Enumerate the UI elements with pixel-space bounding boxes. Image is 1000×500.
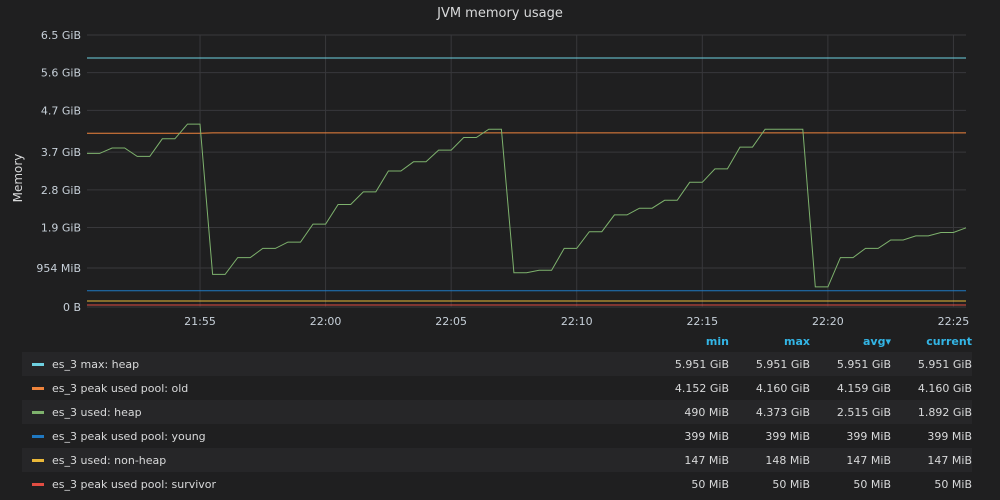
- legend-row[interactable]: es_3 max: heap 5.951 GiB 5.951 GiB 5.951 Gi…: [22, 352, 972, 376]
- y-axis-ticks: 6.5 GiB 5.6 GiB 4.7 GiB 3.7 GiB 2.8 GiB 1.9 G…: [36, 29, 81, 314]
- legend-value-max: 4.373 GiB: [755, 405, 810, 419]
- y-tick-label: 4.7 GiB: [41, 104, 81, 117]
- legend-table: min max avg▾ current es_3 max: heap 5.951…: [22, 330, 972, 496]
- y-tick-label: 1.9 GiB: [41, 221, 81, 234]
- legend-value-current: 4.160 GiB: [917, 381, 972, 395]
- legend-series-name[interactable]: es_3 used: non-heap: [52, 453, 167, 467]
- legend-series-name[interactable]: es_3 peak used pool: survivor: [52, 477, 217, 491]
- y-tick-label: 3.7 GiB: [41, 146, 81, 159]
- legend-series-name[interactable]: es_3 peak used pool: old: [52, 381, 189, 395]
- legend-value-current: 1.892 GiB: [917, 405, 972, 419]
- legend-swatch[interactable]: [32, 482, 44, 486]
- x-tick-label: 22:00: [310, 315, 342, 328]
- series-lines: [87, 57, 967, 306]
- legend-value-avg: 5.951 GiB: [836, 357, 891, 371]
- x-axis-ticks: 21:55 22:00 22:05 22:10 22:15 22:20 22:25: [184, 315, 969, 328]
- legend-value-current: 5.951 GiB: [917, 357, 972, 371]
- y-tick-label: 2.8 GiB: [41, 184, 81, 197]
- legend-value-max: 4.160 GiB: [755, 381, 810, 395]
- legend-value-current: 399 MiB: [927, 429, 972, 443]
- x-tick-label: 22:10: [561, 315, 593, 328]
- legend-value-current: 147 MiB: [927, 453, 972, 467]
- legend-key: es_3 peak used pool: old: [22, 382, 648, 395]
- legend-value-max: 399 MiB: [765, 429, 810, 443]
- legend-swatch[interactable]: [32, 386, 44, 390]
- legend-value-min: 4.152 GiB: [674, 381, 729, 395]
- legend-value-max: 5.951 GiB: [755, 357, 810, 371]
- legend-series-name[interactable]: es_3 peak used pool: young: [52, 429, 206, 443]
- legend-value-avg: 147 MiB: [846, 453, 891, 467]
- legend-row[interactable]: es_3 peak used pool: young 399 MiB 399 MiB…: [22, 424, 972, 448]
- legend-value-avg: 399 MiB: [846, 429, 891, 443]
- y-tick-label: 954 MiB: [36, 262, 81, 275]
- panel-title[interactable]: JVM memory usage: [437, 6, 563, 21]
- legend-key: es_3 peak used pool: young: [22, 430, 648, 443]
- legend-row[interactable]: es_3 used: heap 490 MiB 4.373 GiB 2.515 GiB…: [22, 400, 972, 424]
- legend-row[interactable]: es_3 peak used pool: survivor 50 MiB 50 Mi…: [22, 472, 972, 496]
- series-line-2[interactable]: [87, 123, 967, 288]
- legend-value-max: 50 MiB: [772, 477, 810, 491]
- legend-series-name[interactable]: es_3 used: heap: [52, 405, 142, 419]
- x-tick-label: 22:20: [812, 315, 844, 328]
- legend-key: es_3 used: non-heap: [22, 454, 648, 467]
- x-tick-label: 21:55: [184, 315, 216, 328]
- legend-swatch[interactable]: [32, 458, 44, 462]
- x-tick-label: 22:15: [686, 315, 718, 328]
- legend-header: min max avg▾ current: [22, 330, 972, 352]
- legend-value-current: 50 MiB: [934, 477, 972, 491]
- legend-swatch[interactable]: [32, 410, 44, 414]
- x-tick-label: 22:25: [938, 315, 970, 328]
- legend-value-min: 399 MiB: [684, 429, 729, 443]
- memory-chart[interactable]: 6.5 GiB 5.6 GiB 4.7 GiB 3.7 GiB 2.8 GiB 1.9 G…: [0, 0, 1000, 330]
- grid-lines: [87, 34, 966, 308]
- legend-key: es_3 max: heap: [22, 358, 648, 371]
- legend-value-min: 490 MiB: [684, 405, 729, 419]
- legend-header-min[interactable]: min: [705, 334, 729, 348]
- legend-row[interactable]: es_3 used: non-heap 147 MiB 148 MiB 147 MiB…: [22, 448, 972, 472]
- legend-row[interactable]: es_3 peak used pool: old 4.152 GiB 4.160 G…: [22, 376, 972, 400]
- legend-series-name[interactable]: es_3 max: heap: [52, 357, 140, 371]
- legend-value-max: 148 MiB: [765, 453, 810, 467]
- y-tick-label: 6.5 GiB: [41, 29, 81, 42]
- legend-header-current[interactable]: current: [926, 334, 972, 348]
- x-tick-label: 22:05: [435, 315, 467, 328]
- legend-value-avg: 50 MiB: [853, 477, 891, 491]
- legend-key: es_3 used: heap: [22, 406, 648, 419]
- legend-value-min: 50 MiB: [691, 477, 729, 491]
- legend-header-avg[interactable]: avg▾: [863, 334, 891, 348]
- y-tick-label: 0 B: [63, 301, 81, 314]
- legend-value-avg: 4.159 GiB: [836, 381, 891, 395]
- legend-key: es_3 peak used pool: survivor: [22, 478, 648, 491]
- legend-swatch[interactable]: [32, 362, 44, 366]
- legend-header-max[interactable]: max: [784, 334, 810, 348]
- y-tick-label: 5.6 GiB: [41, 67, 81, 80]
- legend-value-min: 5.951 GiB: [674, 357, 729, 371]
- legend-swatch[interactable]: [32, 434, 44, 438]
- legend-value-avg: 2.515 GiB: [836, 405, 891, 419]
- legend-value-min: 147 MiB: [684, 453, 729, 467]
